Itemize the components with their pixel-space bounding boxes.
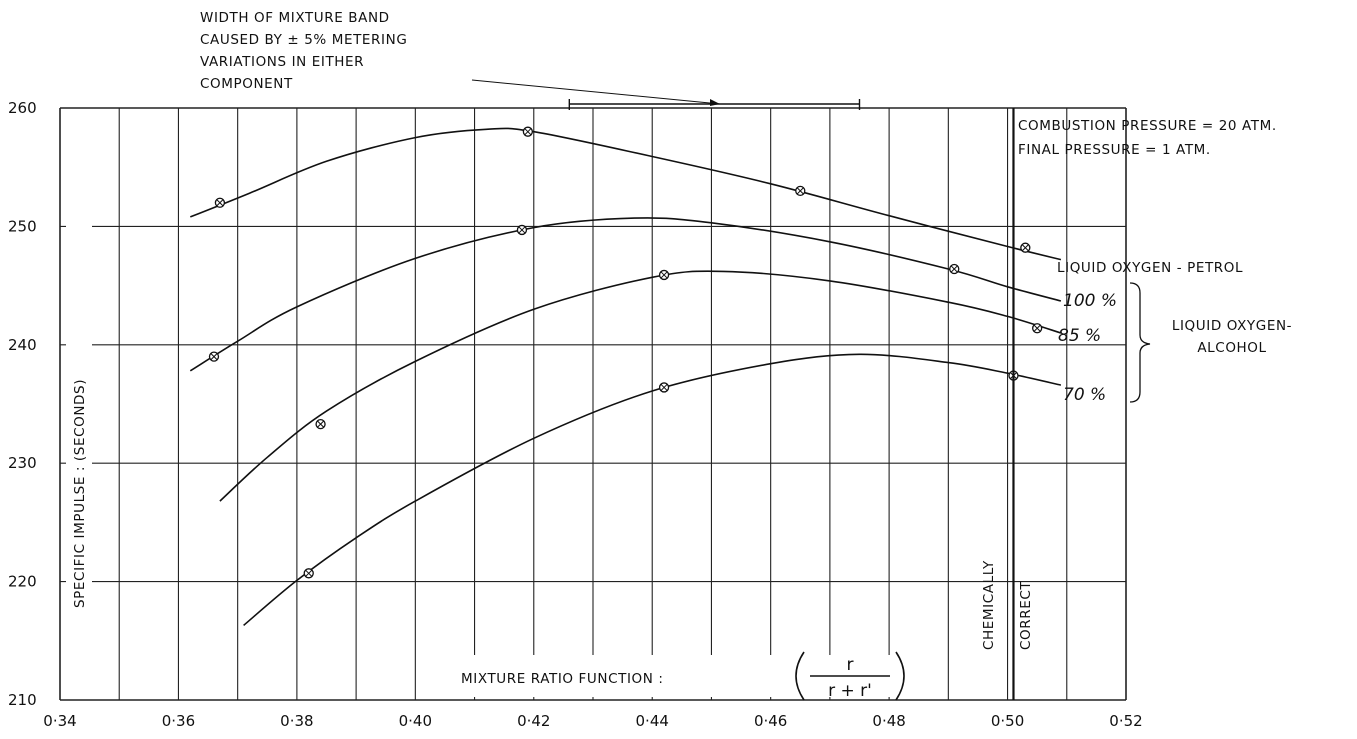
x-axis-title: MIXTURE RATIO FUNCTION : (461, 671, 664, 687)
series-marker (1020, 242, 1031, 253)
y-tick-label: 260 (8, 99, 37, 117)
x-tick-label: 0·52 (1109, 712, 1142, 730)
x-tick-label: 0·34 (43, 712, 76, 730)
group-label-line2: ALCOHOL (1197, 340, 1266, 356)
y-tick-label: 230 (8, 454, 37, 472)
band-note-line: CAUSED BY ± 5% METERING (200, 32, 407, 48)
series-marker (658, 269, 670, 281)
y-tick-labels: 210 220 230 240 250 260 (8, 99, 37, 709)
chemically-correct-label-2: CORRECT (1018, 581, 1034, 650)
series-marker (315, 418, 326, 430)
annotations: LIQUID OXYGEN - PETROL 100 % 85 % 70 % LIQUI… (66, 10, 1292, 701)
y-tick-label: 240 (8, 336, 37, 354)
band-note-line: WIDTH OF MIXTURE BAND (200, 10, 390, 26)
series-marker (214, 197, 226, 208)
ylabel-bg (66, 188, 92, 628)
marker-cross (796, 187, 804, 195)
series-label-100: 100 % (1063, 291, 1117, 311)
series-marker (516, 224, 528, 236)
series-line-3 (243, 353, 1062, 627)
fraction-numerator: r (847, 655, 854, 675)
y-axis-title: SPECIFIC IMPULSE : (SECONDS) (72, 379, 88, 608)
brace (1129, 282, 1151, 403)
series-marker (208, 351, 220, 362)
fraction-denominator: r + r' (828, 681, 872, 701)
series-label-70: 70 % (1063, 385, 1106, 405)
y-tick-label: 250 (8, 217, 37, 235)
x-tick-label: 0·38 (280, 712, 313, 730)
marker-cross (660, 271, 668, 279)
fraction-paren-right (895, 651, 905, 701)
series-line-2 (219, 270, 1062, 502)
condition-combustion: COMBUSTION PRESSURE = 20 ATM. (1018, 118, 1277, 134)
x-tick-label: 0·42 (517, 712, 550, 730)
grid (59, 107, 1127, 701)
series-line-1 (189, 217, 1062, 372)
x-tick-label: 0·36 (162, 712, 195, 730)
series-marker (795, 185, 806, 197)
marker-cross (1021, 244, 1029, 252)
x-tick-label: 0·40 (399, 712, 432, 730)
marker-cross (518, 226, 526, 234)
marker-cross (317, 420, 324, 428)
marker-cross (524, 128, 532, 136)
condition-final: FINAL PRESSURE = 1 ATM. (1018, 142, 1211, 158)
marker-cross (210, 353, 218, 360)
series-group (189, 126, 1062, 627)
group-label-line1: LIQUID OXYGEN- (1172, 318, 1292, 334)
marker-cross (216, 199, 224, 207)
series-marker (949, 263, 960, 275)
band-leader (471, 79, 721, 105)
series-marker (658, 382, 670, 393)
x-tick-label: 0·48 (872, 712, 905, 730)
y-tick-label: 210 (8, 691, 37, 709)
series-label-85: 85 % (1058, 326, 1101, 346)
marker-cross (660, 384, 668, 391)
x-tick-label: 0·46 (754, 712, 787, 730)
band-note-line: COMPONENT (200, 76, 293, 92)
x-tick-labels: 0·34 0·36 0·38 0·40 0·42 0·44 0·46 0·48 0·50 0·52 (43, 712, 1142, 730)
chemically-correct-label-1: CHEMICALLY (981, 560, 997, 650)
series-marker (1032, 323, 1043, 334)
series-label-petrol: LIQUID OXYGEN - PETROL (1057, 260, 1243, 276)
x-tick-label: 0·50 (991, 712, 1024, 730)
y-tick-label: 220 (8, 573, 37, 591)
series-marker (522, 126, 534, 137)
marker-cross (305, 569, 313, 577)
band-leader-arrow (710, 99, 720, 106)
marker-cross (950, 265, 958, 273)
x-tick-label: 0·44 (636, 712, 669, 730)
series-line-0 (190, 127, 1062, 261)
band-note-line: VARIATIONS IN EITHER (200, 54, 364, 70)
fraction-paren-left (795, 651, 805, 701)
series-marker (303, 568, 314, 579)
marker-cross (1033, 324, 1041, 332)
